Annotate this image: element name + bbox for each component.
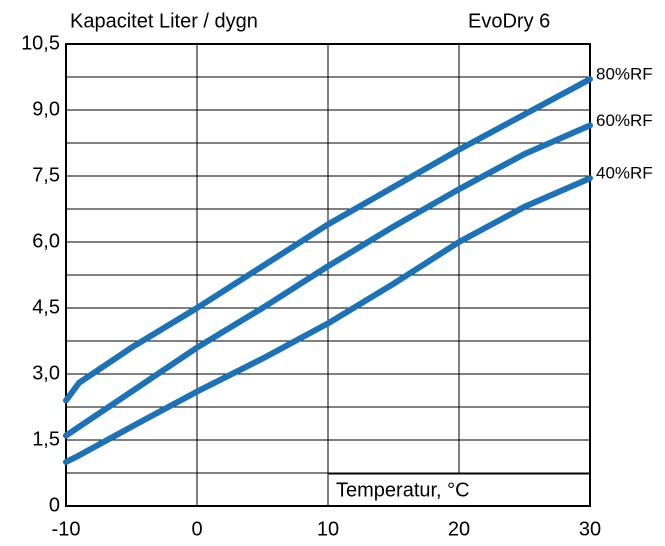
x-tick-label: 0 [191,518,202,540]
x-axis-label: Temperatur, °C [336,479,470,501]
plot-frame [65,43,591,507]
annotation: EvoDry 6 [468,10,550,32]
y-tick-label: 3,0 [32,362,60,384]
x-tick-label: -10 [52,518,81,540]
series-label: 40%RF [596,164,653,183]
y-tick-label: 1,5 [32,428,60,450]
chart-title: Kapacitet Liter / dygn [70,10,258,32]
x-tick-label: 30 [579,518,601,540]
xlabel-box [327,473,591,507]
y-tick-label: 4,5 [32,296,60,318]
y-tick-label: 0 [49,494,60,516]
y-tick-label: 7,5 [32,164,60,186]
y-tick-label: 6,0 [32,230,60,252]
series-label: 60%RF [596,111,653,130]
line [63,175,593,465]
y-tick-label: 9,0 [32,98,60,120]
x-tick-label: 20 [448,518,470,540]
line [63,122,593,439]
series-label: 80%RF [596,65,653,84]
x-tick-label: 10 [317,518,339,540]
y-tick-label: 10,5 [21,32,60,54]
line [63,76,593,404]
